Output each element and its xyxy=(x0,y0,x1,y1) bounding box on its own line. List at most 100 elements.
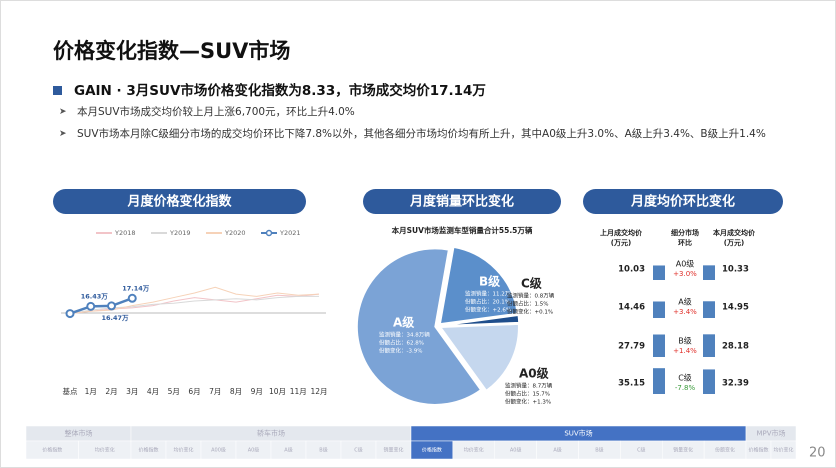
x-tick-label: 6月 xyxy=(188,387,200,396)
x-tick-label: 4月 xyxy=(147,387,159,396)
slice-detail: 份额占比：62.8% xyxy=(379,339,424,347)
cell-segment: C级 xyxy=(678,373,692,383)
point xyxy=(107,301,116,311)
nav-tab-label: MPV市场 xyxy=(756,429,785,438)
data-label: 16.47万 xyxy=(102,314,130,322)
slice-detail: 监测销量：8.7万辆 xyxy=(505,382,553,390)
nav-subtab-label: C级 xyxy=(354,447,363,454)
x-tick-label: 5月 xyxy=(168,387,180,396)
x-tick-label: 11月 xyxy=(290,387,307,396)
point xyxy=(65,309,75,319)
cell-segment: B级 xyxy=(678,336,692,346)
slice-detail: 份额变化：+2.6% xyxy=(465,306,511,314)
section-pill xyxy=(583,189,783,214)
nav-subtab-label: 均价变化 xyxy=(95,447,115,454)
section-title: 月度均价环比变化 xyxy=(630,194,735,210)
section-title: 月度价格变化指数 xyxy=(126,194,232,210)
x-tick-label: 3月 xyxy=(126,387,138,396)
slide-title: 价格变化指数—SUV市场 xyxy=(53,39,291,63)
cell-value: 35.15 xyxy=(618,379,645,389)
headline: GAIN · 3月SUV市场价格变化指数为8.33，市场成交均价17.14万 xyxy=(53,79,486,99)
nav-subtab[interactable] xyxy=(770,440,797,460)
nav-subtab-label: 销量变化 xyxy=(673,447,693,454)
bar-this-month xyxy=(703,301,715,318)
slice-detail: 监测销量：11.2万辆 xyxy=(465,290,516,298)
cell-segment: A级 xyxy=(678,297,691,307)
bar-this-month xyxy=(703,334,715,357)
x-tick-label: 7月 xyxy=(209,387,221,396)
nav-subtab-label: 份额变化 xyxy=(715,447,735,454)
bar-last-month xyxy=(653,301,665,318)
x-tick-label: 12月 xyxy=(310,387,327,396)
slice-detail: 份额占比：15.7% xyxy=(505,390,550,398)
bar-last-month xyxy=(653,368,665,394)
table-header: (万元) xyxy=(724,239,744,247)
bar-this-month xyxy=(703,369,715,394)
table-header: 细分市场 xyxy=(671,228,699,237)
nav-subtab-label: 价格指数 xyxy=(422,447,442,454)
table-header: (万元) xyxy=(611,239,631,247)
slice-name: A级 xyxy=(393,315,414,330)
data-label: 17.14万 xyxy=(122,284,150,292)
slice-detail: 份额占比：1.5% xyxy=(507,300,548,308)
x-tick-label: 1月 xyxy=(85,387,97,396)
pie-slice xyxy=(440,314,520,327)
table-header: 上月成交均价 xyxy=(600,228,643,237)
x-tick-label: 8月 xyxy=(230,387,242,396)
nav-subtab-label: A0级 xyxy=(510,447,522,454)
slice-name: B级 xyxy=(479,274,500,289)
nav-subtab-label: A级 xyxy=(284,447,292,454)
section-pill xyxy=(53,189,306,214)
table-header: 本月成交均价 xyxy=(712,228,756,237)
pie-slice xyxy=(439,246,519,325)
nav-subtab-label: 价格指数 xyxy=(42,447,62,454)
series-line xyxy=(69,297,133,315)
pie-slice xyxy=(356,247,482,406)
pie-slice xyxy=(439,323,520,392)
bullet: SUV市场本月除C级细分市场的成交均价环比下降7.8%以外，其他各细分市场均价均… xyxy=(59,125,797,144)
cell-value: 14.95 xyxy=(722,303,749,313)
nav-subtab-label: 价格指数 xyxy=(748,447,768,454)
nav-subtab-label: 均价变化 xyxy=(773,447,793,454)
nav-subtab-label: B级 xyxy=(595,447,603,454)
cell-value: 28.18 xyxy=(722,342,749,352)
cell-value: 10.03 xyxy=(618,265,645,275)
legend-label: Y2018 xyxy=(114,229,136,237)
cell-change: -7.8% xyxy=(675,384,696,392)
x-tick-label: 10月 xyxy=(269,387,286,396)
slice-detail: 份额占比：20.1% xyxy=(465,298,510,306)
slice-detail: 份额变化：+1.3% xyxy=(505,398,551,406)
cell-segment: A0级 xyxy=(676,259,695,269)
cell-change: +3.0% xyxy=(673,270,697,278)
nav-subtab-label: 均价变化 xyxy=(464,447,484,454)
table-header: 环比 xyxy=(678,238,692,247)
bar-this-month xyxy=(703,265,715,280)
bar-last-month xyxy=(653,334,665,357)
nav-subtab-label: A0级 xyxy=(248,447,260,454)
cell-value: 32.39 xyxy=(722,379,749,389)
point xyxy=(127,293,137,303)
nav-subtab-label: 价格指数 xyxy=(138,447,158,454)
legend-label: Y2020 xyxy=(224,229,246,237)
legend-marker xyxy=(265,229,273,237)
cell-change: +1.4% xyxy=(673,347,697,355)
nav-subtab-label: A00级 xyxy=(211,447,226,454)
pie-title: 本月SUV市场监测车型销量合计55.5万辆 xyxy=(391,225,533,235)
nav-tab-label: 整体市场 xyxy=(65,429,93,438)
nav-subtab-label: A级 xyxy=(553,447,561,454)
cell-value: 27.79 xyxy=(618,342,645,352)
nav-tab-label: SUV市场 xyxy=(564,429,592,438)
slice-detail: 监测销量：0.8万辆 xyxy=(507,292,555,300)
slice-detail: 份额变化：+0.1% xyxy=(507,308,553,316)
slice-detail: 监测销量：34.8万辆 xyxy=(379,331,430,339)
bar-last-month xyxy=(653,265,665,280)
nav-subtab-label: C级 xyxy=(637,447,646,454)
section-pill xyxy=(363,189,561,214)
x-tick-label: 9月 xyxy=(251,387,263,396)
nav-tab-label: 轿车市场 xyxy=(257,429,285,438)
point xyxy=(86,301,96,311)
slice-name: C级 xyxy=(521,276,542,291)
data-label: 16.43万 xyxy=(81,292,109,300)
